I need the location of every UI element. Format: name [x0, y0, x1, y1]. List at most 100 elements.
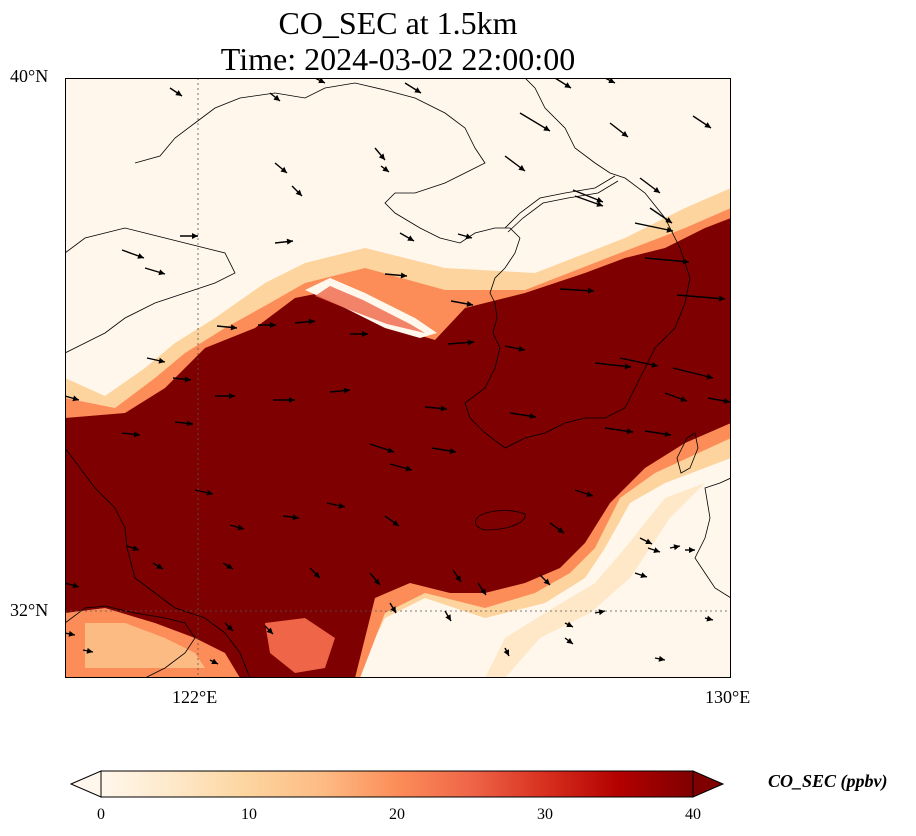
wind-arrow-head — [706, 373, 713, 380]
wind-arrow-head — [72, 395, 79, 402]
colorbar-label: CO_SEC (ppbv) — [768, 771, 888, 791]
wind-arrow-head — [689, 547, 695, 553]
colorbar-tick-20: 20 — [389, 806, 405, 823]
coastline-korea — [464, 78, 691, 449]
map-title-line2: Time: 2024-03-02 22:00:00 — [220, 41, 576, 77]
wind-arrow-head — [158, 357, 165, 364]
wind-arrow-head — [596, 196, 603, 203]
coastline-japan-tsushima — [676, 432, 699, 474]
wind-arrow-head — [175, 90, 182, 96]
wind-arrow-head — [586, 491, 593, 497]
lon-label-130e: 130°E — [705, 687, 751, 707]
wind-arrow-head — [137, 253, 144, 259]
map-svg — [65, 78, 731, 678]
wind-arrow-head — [414, 87, 421, 93]
wind-arrow-head — [466, 300, 473, 307]
wind-arrow-head — [400, 272, 407, 279]
wind-arrow-head — [192, 233, 198, 239]
coastline-jeju — [475, 510, 526, 531]
gridlines — [65, 78, 731, 678]
wind-arrow-head — [608, 78, 615, 83]
wind-arrow-head — [308, 318, 315, 325]
wind-arrow-head — [653, 547, 660, 553]
wind-arrow-head — [280, 166, 287, 173]
wind-arrow-head — [373, 578, 380, 585]
wind-arrow-head — [680, 396, 687, 402]
wind-arrow-head — [440, 405, 447, 412]
wind-arrow-head — [557, 527, 564, 533]
wind-arrow-head — [392, 520, 399, 526]
colorbar-extend-max — [692, 770, 725, 798]
coastline-liaodong — [134, 82, 521, 244]
wind-arrow-head — [624, 363, 631, 370]
wind-arrow-head — [640, 572, 647, 578]
wind-arrow-head — [343, 387, 350, 394]
wind-arrow-head — [529, 413, 536, 420]
wind-arrow-shaft — [619, 357, 659, 367]
colorbar-tick-0: 0 — [97, 806, 105, 823]
lon-label-122e: 122°E — [172, 687, 218, 707]
wind-arrow-head — [68, 630, 75, 637]
coastline-korea-north-border — [504, 175, 616, 229]
wind-arrow-head — [270, 322, 276, 328]
co-field-gap-rim — [315, 286, 425, 333]
co-field-southeast-fade — [485, 483, 705, 678]
wind-vectors — [65, 78, 731, 665]
wind-arrow-head — [543, 578, 550, 585]
colorbar-tick-10: 10 — [241, 806, 257, 823]
wind-arrow-head — [518, 165, 525, 171]
wind-arrow-head — [723, 397, 730, 404]
wind-arrow-head — [378, 153, 385, 160]
wind-arrow-head — [405, 465, 412, 472]
map-plot-area — [65, 78, 731, 678]
wind-arrow-head — [543, 125, 550, 131]
wind-arrow-head — [313, 571, 320, 578]
wind-arrow-head — [566, 621, 573, 627]
wind-arrow-head — [338, 502, 345, 509]
wind-arrow-head — [664, 431, 671, 438]
wind-arrow-head — [445, 614, 451, 621]
colorbar — [70, 770, 725, 798]
colorbar-extend-min — [70, 770, 102, 798]
colorbar-gradient — [101, 771, 693, 797]
wind-arrow-head — [626, 428, 633, 435]
wind-arrow-shaft — [594, 362, 632, 368]
wind-arrow-head — [665, 217, 672, 223]
wind-arrow-head — [455, 575, 461, 582]
wind-arrow-head — [158, 269, 165, 276]
wind-arrow-head — [318, 78, 325, 83]
wind-arrow-shaft — [644, 257, 690, 263]
wind-arrow-head — [706, 615, 713, 622]
wind-arrow-head — [387, 447, 394, 453]
wind-arrow-head — [286, 238, 293, 245]
wind-arrow-head — [72, 582, 79, 589]
wind-arrow-head — [564, 82, 571, 88]
wind-arrow-head — [658, 655, 665, 662]
wind-arrow-head — [226, 624, 233, 631]
colorbar-tick-30: 30 — [537, 806, 553, 823]
lat-label-40n: 40°N — [10, 66, 49, 86]
coastline-yangtze — [65, 605, 196, 678]
wind-arrow-head — [596, 201, 603, 207]
wind-arrow-head — [718, 295, 725, 302]
wind-arrow-head — [133, 431, 140, 438]
wind-arrow-head — [382, 166, 389, 172]
wind-arrow-head — [653, 187, 660, 193]
wind-arrow-head — [598, 609, 605, 616]
wind-arrow-head — [704, 122, 711, 128]
wind-arrow-head — [566, 638, 573, 644]
coastline-china-east — [65, 447, 251, 678]
wind-arrow-head — [651, 361, 658, 368]
wind-arrow-head — [673, 544, 680, 551]
wind-arrow-head — [645, 538, 652, 544]
coastlines — [65, 78, 731, 678]
wind-arrow-head — [229, 393, 235, 399]
wind-arrow-head — [237, 524, 244, 531]
map-title-line1: CO_SEC at 1.5km — [278, 5, 518, 41]
wind-arrow-head — [226, 563, 233, 569]
wind-arrow-head — [503, 649, 509, 656]
wind-arrow-head — [362, 331, 368, 337]
wind-arrow-head — [682, 258, 689, 265]
wind-arrow-head — [156, 563, 163, 569]
co-field-south-patch-core — [85, 623, 205, 668]
